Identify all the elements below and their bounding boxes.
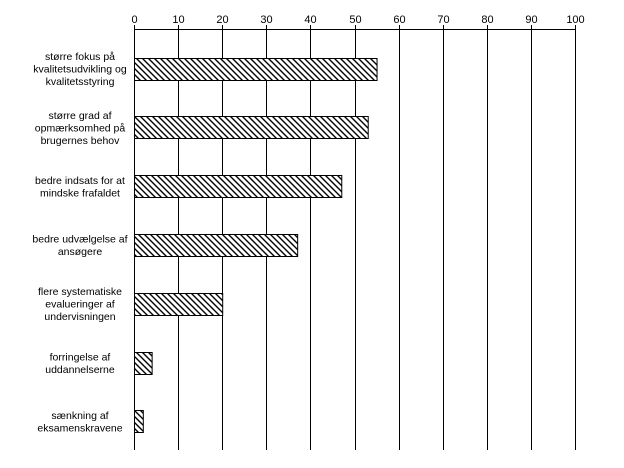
category-label: flere systematiske evalueringer af undervi… [38, 286, 122, 323]
category-label-line: kvalitetsstyring [46, 76, 115, 88]
category-label-line: eksamenskravene [37, 423, 122, 435]
category-label-line: flere systematiske [38, 286, 122, 298]
category-label-line: mindske frafaldet [40, 187, 120, 199]
x-tick-label: 60 [393, 14, 405, 26]
x-tick-label: 50 [349, 14, 361, 26]
category-label-line: opmærksomhed på [35, 122, 126, 134]
category-label: sænkning af eksamenskravene [37, 410, 122, 435]
category-label-line: uddannelserne [45, 364, 115, 376]
bars [134, 58, 378, 433]
category-label-line: kvalitetsudvikling og [33, 64, 127, 76]
category-label: bedre udvælgelse af ansøgere [32, 234, 127, 259]
category-label-line: bedre indsats for at [35, 175, 125, 187]
x-tick-label: 20 [216, 14, 228, 26]
bar [134, 175, 343, 198]
category-label-line: forringelse af [50, 351, 111, 363]
bar [134, 352, 153, 375]
bar [134, 293, 224, 316]
category-label-line: bedre udvælgelse af [32, 234, 127, 246]
x-tick-label: 80 [481, 14, 493, 26]
category-label-line: evalueringer af [45, 299, 115, 311]
x-tick-labels: 0 10 20 30 40 50 60 70 80 90 100 [131, 14, 584, 26]
category-label-line: ansøgere [58, 246, 103, 258]
category-label: større fokus på kvalitetsudvikling og kval… [33, 51, 127, 88]
x-tick-label: 30 [260, 14, 272, 26]
x-tick-label: 0 [131, 14, 137, 26]
category-label-line: sænkning af [51, 410, 108, 422]
x-tick-label: 10 [172, 14, 184, 26]
category-label-line: større fokus på [45, 51, 115, 63]
x-tick-label: 40 [304, 14, 316, 26]
category-labels: større fokus på kvalitetsudvikling og kval… [32, 51, 127, 435]
category-label: bedre indsats for at mindske frafaldet [35, 175, 125, 200]
x-tick-label: 90 [525, 14, 537, 26]
bar [134, 410, 144, 433]
category-label-line: større grad af [48, 110, 111, 122]
x-tick-label: 100 [566, 14, 584, 26]
bar [134, 234, 299, 257]
category-label: større grad af opmærksomhed på brugernes b… [35, 110, 126, 147]
category-label: forringelse af uddannelserne [45, 351, 115, 376]
x-tick-label: 70 [437, 14, 449, 26]
bar [134, 116, 369, 139]
category-label-line: undervisningen [44, 311, 115, 323]
category-label-line: brugernes behov [41, 135, 121, 147]
bar [134, 58, 378, 81]
